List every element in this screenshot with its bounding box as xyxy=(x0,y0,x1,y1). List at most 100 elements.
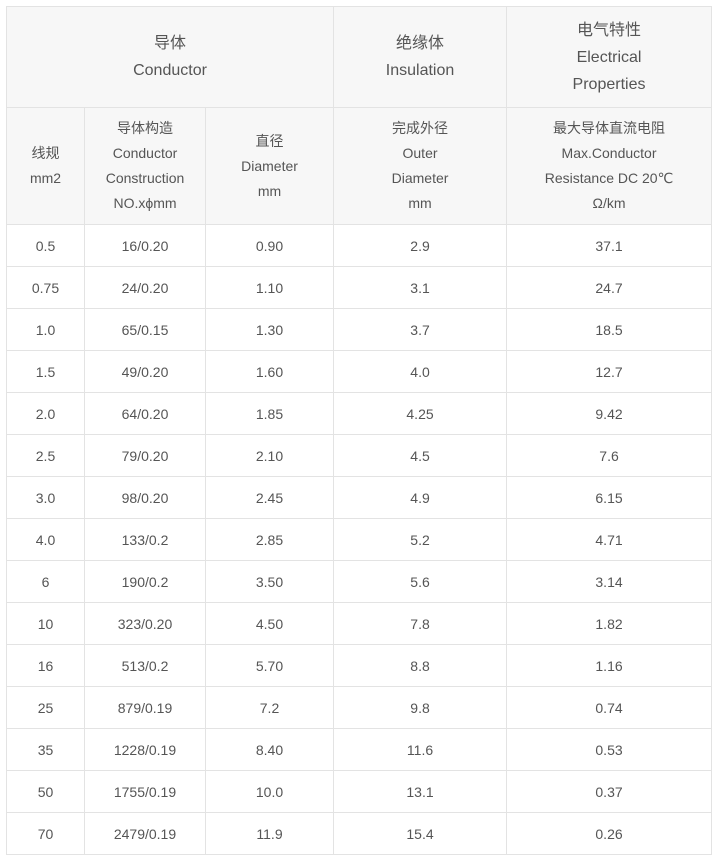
header-line: Conductor xyxy=(112,145,178,161)
data-row: 35 1228/0.19 8.40 11.6 0.53 xyxy=(6,728,713,771)
data-cell: 4.9 xyxy=(333,476,508,519)
header-line: mm xyxy=(257,182,282,199)
data-cell: 49/0.20 xyxy=(84,350,206,393)
data-cell: 4.71 xyxy=(506,518,713,561)
header-line: 导体构造 xyxy=(117,120,173,136)
header-line: 完成外径 xyxy=(392,120,449,136)
data-cell: 2.85 xyxy=(204,518,335,561)
data-cell: 4.0 xyxy=(333,350,508,393)
header-cell: 绝缘体 Insulation xyxy=(333,6,508,108)
data-cell: 13.1 xyxy=(333,770,508,813)
subheader-cell: 线规 mm2 xyxy=(6,107,85,225)
data-cell: 25 xyxy=(6,686,85,729)
data-row: 2.5 79/0.20 2.10 4.5 7.6 xyxy=(6,434,713,477)
data-cell: 16/0.20 xyxy=(84,224,206,267)
data-cell: 12.7 xyxy=(506,350,713,393)
data-cell: 1.60 xyxy=(204,350,335,393)
header-line: 线规 xyxy=(31,145,60,161)
header-line: Diameter xyxy=(391,170,449,186)
header-line: Insulation xyxy=(385,62,455,79)
data-cell: 8.40 xyxy=(204,728,335,771)
data-cell: 24/0.20 xyxy=(84,266,206,309)
data-cell: 16 xyxy=(6,644,85,687)
header-line: Ω/km xyxy=(592,195,626,211)
header-line: 最大导体直流电阻 xyxy=(553,120,666,136)
data-cell: 8.8 xyxy=(333,644,508,687)
data-cell: 24.7 xyxy=(506,266,713,309)
header-line: mm2 xyxy=(29,170,62,186)
data-cell: 3.7 xyxy=(333,308,508,351)
data-cell: 50 xyxy=(6,770,85,813)
data-row: 16 513/0.2 5.70 8.8 1.16 xyxy=(6,644,713,687)
data-cell: 9.8 xyxy=(333,686,508,729)
header-cell: 电气特性 Electrical Properties xyxy=(506,6,713,108)
header-line: 绝缘体 xyxy=(396,35,445,52)
subheader-cell: 完成外径 Outer Diameter mm xyxy=(333,107,508,225)
header-line: Outer xyxy=(402,145,438,161)
data-cell: 323/0.20 xyxy=(84,602,206,645)
header-line: Diameter xyxy=(241,157,298,174)
data-row: 10 323/0.20 4.50 7.8 1.82 xyxy=(6,602,713,645)
data-cell: 1.30 xyxy=(204,308,335,351)
header-line: NO.xϕmm xyxy=(113,195,177,211)
data-cell: 70 xyxy=(6,812,85,855)
data-cell: 10 xyxy=(6,602,85,645)
data-cell: 98/0.20 xyxy=(84,476,206,519)
data-cell: 0.90 xyxy=(204,224,335,267)
data-row: 2.0 64/0.20 1.85 4.25 9.42 xyxy=(6,392,713,435)
data-cell: 1.85 xyxy=(204,392,335,435)
data-cell: 7.8 xyxy=(333,602,508,645)
data-row: 25 879/0.19 7.2 9.8 0.74 xyxy=(6,686,713,729)
header-line: Resistance DC 20℃ xyxy=(544,170,674,186)
data-cell: 0.37 xyxy=(506,770,713,813)
data-cell: 5.6 xyxy=(333,560,508,603)
data-cell: 64/0.20 xyxy=(84,392,206,435)
data-cell: 2.10 xyxy=(204,434,335,477)
data-cell: 2.0 xyxy=(6,392,85,435)
header-line: Properties xyxy=(572,75,646,93)
data-cell: 2.45 xyxy=(204,476,335,519)
data-cell: 5.2 xyxy=(333,518,508,561)
data-cell: 10.0 xyxy=(204,770,335,813)
data-cell: 4.50 xyxy=(204,602,335,645)
data-cell: 37.1 xyxy=(506,224,713,267)
data-cell: 4.5 xyxy=(333,434,508,477)
data-cell: 3.50 xyxy=(204,560,335,603)
data-row: 50 1755/0.19 10.0 13.1 0.37 xyxy=(6,770,713,813)
data-cell: 15.4 xyxy=(333,812,508,855)
header-line: Max.Conductor xyxy=(561,145,657,161)
data-cell: 1.82 xyxy=(506,602,713,645)
data-cell: 2479/0.19 xyxy=(84,812,206,855)
data-cell: 2.5 xyxy=(6,434,85,477)
data-row: 1.5 49/0.20 1.60 4.0 12.7 xyxy=(6,350,713,393)
data-cell: 6 xyxy=(6,560,85,603)
data-cell: 190/0.2 xyxy=(84,560,206,603)
data-cell: 0.53 xyxy=(506,728,713,771)
subheader-cell: 直径 Diameter mm xyxy=(204,107,335,225)
data-cell: 11.9 xyxy=(204,812,335,855)
data-row: 0.75 24/0.20 1.10 3.1 24.7 xyxy=(6,266,713,309)
header-line: 电气特性 xyxy=(577,21,642,39)
data-cell: 4.0 xyxy=(6,518,85,561)
header-line: 导体 xyxy=(154,35,187,52)
data-cell: 513/0.2 xyxy=(84,644,206,687)
data-row: 3.0 98/0.20 2.45 4.9 6.15 xyxy=(6,476,713,519)
data-cell: 3.14 xyxy=(506,560,713,603)
data-cell: 1755/0.19 xyxy=(84,770,206,813)
data-cell: 1.10 xyxy=(204,266,335,309)
data-cell: 4.25 xyxy=(333,392,508,435)
data-row: 6 190/0.2 3.50 5.6 3.14 xyxy=(6,560,713,603)
data-cell: 0.75 xyxy=(6,266,85,309)
spec-table: 导体 Conductor 绝缘体 Insulation 电气特性 Electrical Pr… xyxy=(5,6,713,855)
data-cell: 11.6 xyxy=(333,728,508,771)
data-cell: 879/0.19 xyxy=(84,686,206,729)
data-cell: 6.15 xyxy=(506,476,713,519)
data-cell: 9.42 xyxy=(506,392,713,435)
subheader-cell: 导体构造 Conductor Construction NO.xϕmm xyxy=(84,107,206,225)
data-row: 1.0 65/0.15 1.30 3.7 18.5 xyxy=(6,308,713,351)
data-cell: 0.5 xyxy=(6,224,85,267)
subheader-row: 线规 mm2 导体构造 Conductor Construction NO.xϕmm 直径 D… xyxy=(6,107,713,225)
data-cell: 0.74 xyxy=(506,686,713,729)
header-line: Construction xyxy=(105,170,185,186)
